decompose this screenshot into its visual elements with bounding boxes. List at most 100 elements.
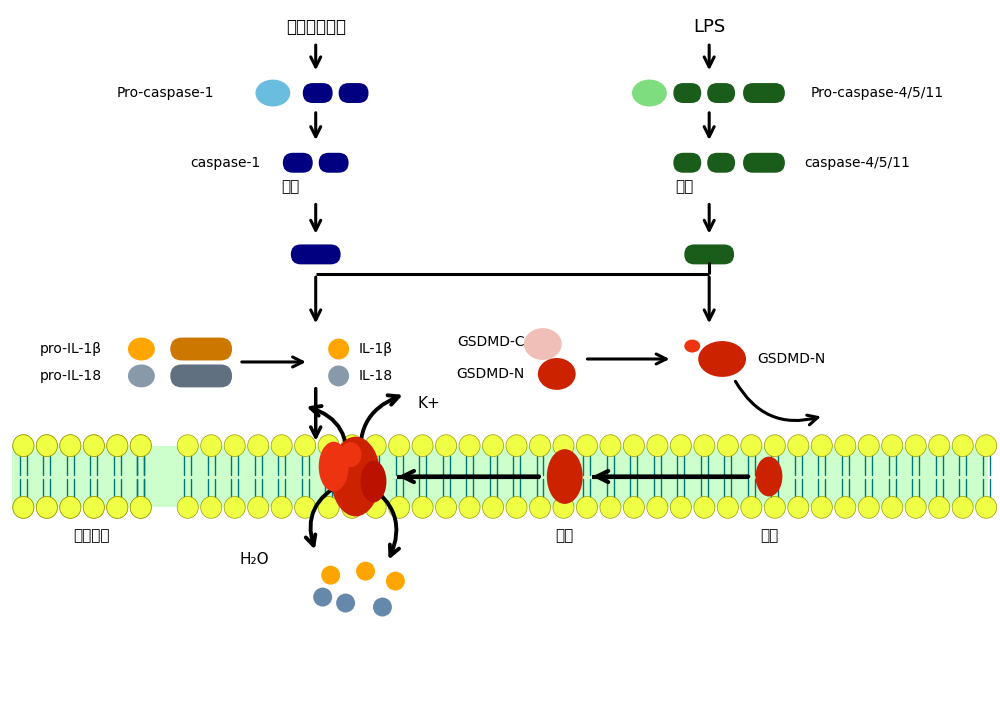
Ellipse shape bbox=[694, 435, 715, 456]
Ellipse shape bbox=[107, 496, 128, 518]
Ellipse shape bbox=[255, 79, 290, 106]
Ellipse shape bbox=[741, 435, 762, 456]
Ellipse shape bbox=[412, 496, 433, 518]
FancyBboxPatch shape bbox=[673, 153, 701, 173]
Ellipse shape bbox=[482, 435, 504, 456]
Text: IL-18: IL-18 bbox=[359, 369, 393, 383]
Ellipse shape bbox=[952, 435, 973, 456]
Ellipse shape bbox=[373, 598, 392, 616]
Ellipse shape bbox=[858, 435, 879, 456]
Ellipse shape bbox=[130, 435, 151, 456]
Ellipse shape bbox=[647, 435, 668, 456]
Ellipse shape bbox=[36, 496, 57, 518]
Ellipse shape bbox=[177, 496, 198, 518]
Ellipse shape bbox=[389, 435, 410, 456]
Ellipse shape bbox=[13, 435, 34, 456]
Ellipse shape bbox=[128, 364, 155, 388]
Ellipse shape bbox=[60, 435, 81, 456]
Ellipse shape bbox=[318, 496, 339, 518]
Ellipse shape bbox=[529, 435, 551, 456]
Ellipse shape bbox=[412, 435, 433, 456]
Ellipse shape bbox=[340, 442, 362, 467]
Ellipse shape bbox=[342, 435, 363, 456]
Ellipse shape bbox=[313, 588, 332, 606]
Ellipse shape bbox=[506, 496, 527, 518]
Ellipse shape bbox=[553, 496, 574, 518]
Ellipse shape bbox=[623, 496, 644, 518]
Text: LPS: LPS bbox=[693, 19, 725, 36]
Text: Pro-caspase-4/5/11: Pro-caspase-4/5/11 bbox=[811, 86, 944, 100]
Ellipse shape bbox=[459, 435, 480, 456]
Ellipse shape bbox=[684, 340, 700, 353]
Ellipse shape bbox=[201, 496, 222, 518]
Ellipse shape bbox=[835, 496, 856, 518]
Ellipse shape bbox=[623, 435, 644, 456]
Ellipse shape bbox=[835, 435, 856, 456]
Ellipse shape bbox=[177, 435, 198, 456]
Text: 溶解破裂: 溶解破裂 bbox=[73, 528, 110, 543]
Ellipse shape bbox=[336, 593, 355, 613]
Ellipse shape bbox=[811, 435, 832, 456]
Ellipse shape bbox=[328, 338, 349, 359]
Ellipse shape bbox=[13, 496, 34, 518]
FancyBboxPatch shape bbox=[283, 153, 313, 173]
Text: IL-1β: IL-1β bbox=[359, 342, 393, 356]
Ellipse shape bbox=[356, 562, 375, 580]
FancyBboxPatch shape bbox=[684, 244, 734, 264]
Text: 组装: 组装 bbox=[760, 528, 778, 543]
Ellipse shape bbox=[60, 496, 81, 518]
Ellipse shape bbox=[271, 435, 292, 456]
Ellipse shape bbox=[788, 496, 809, 518]
Ellipse shape bbox=[976, 496, 997, 518]
Text: caspase-1: caspase-1 bbox=[191, 156, 261, 170]
Ellipse shape bbox=[130, 496, 151, 518]
Ellipse shape bbox=[882, 435, 903, 456]
Ellipse shape bbox=[331, 437, 380, 516]
Text: 炎性小体活化: 炎性小体活化 bbox=[286, 19, 346, 36]
Text: 裂解: 裂解 bbox=[675, 179, 693, 194]
FancyBboxPatch shape bbox=[291, 244, 341, 264]
Ellipse shape bbox=[929, 496, 950, 518]
Ellipse shape bbox=[295, 496, 316, 518]
Text: 成孔: 成孔 bbox=[556, 528, 574, 543]
Ellipse shape bbox=[524, 328, 562, 360]
FancyBboxPatch shape bbox=[707, 83, 735, 103]
Ellipse shape bbox=[60, 435, 81, 456]
Ellipse shape bbox=[107, 496, 128, 518]
Ellipse shape bbox=[328, 366, 349, 386]
Text: caspase-4/5/11: caspase-4/5/11 bbox=[804, 156, 910, 170]
Ellipse shape bbox=[632, 79, 667, 106]
FancyBboxPatch shape bbox=[743, 83, 785, 103]
Ellipse shape bbox=[717, 496, 738, 518]
Ellipse shape bbox=[224, 496, 245, 518]
Bar bbox=[12, 446, 131, 508]
Text: K+: K+ bbox=[417, 396, 440, 411]
FancyBboxPatch shape bbox=[319, 153, 349, 173]
Ellipse shape bbox=[107, 435, 128, 456]
Ellipse shape bbox=[547, 449, 583, 504]
Ellipse shape bbox=[130, 496, 151, 518]
Ellipse shape bbox=[905, 435, 926, 456]
FancyBboxPatch shape bbox=[339, 83, 369, 103]
Ellipse shape bbox=[107, 435, 128, 456]
Ellipse shape bbox=[741, 496, 762, 518]
Ellipse shape bbox=[318, 435, 339, 456]
Ellipse shape bbox=[858, 496, 879, 518]
Ellipse shape bbox=[201, 435, 222, 456]
FancyBboxPatch shape bbox=[707, 153, 735, 173]
Ellipse shape bbox=[436, 435, 457, 456]
Text: 裂解: 裂解 bbox=[282, 179, 300, 194]
Ellipse shape bbox=[576, 435, 597, 456]
Ellipse shape bbox=[130, 435, 151, 456]
Ellipse shape bbox=[271, 496, 292, 518]
Ellipse shape bbox=[83, 496, 104, 518]
Ellipse shape bbox=[600, 435, 621, 456]
Ellipse shape bbox=[83, 435, 104, 456]
FancyBboxPatch shape bbox=[170, 364, 232, 388]
Ellipse shape bbox=[83, 435, 104, 456]
FancyBboxPatch shape bbox=[743, 153, 785, 173]
Ellipse shape bbox=[436, 496, 457, 518]
Ellipse shape bbox=[36, 435, 57, 456]
Ellipse shape bbox=[386, 572, 405, 590]
FancyBboxPatch shape bbox=[673, 83, 701, 103]
